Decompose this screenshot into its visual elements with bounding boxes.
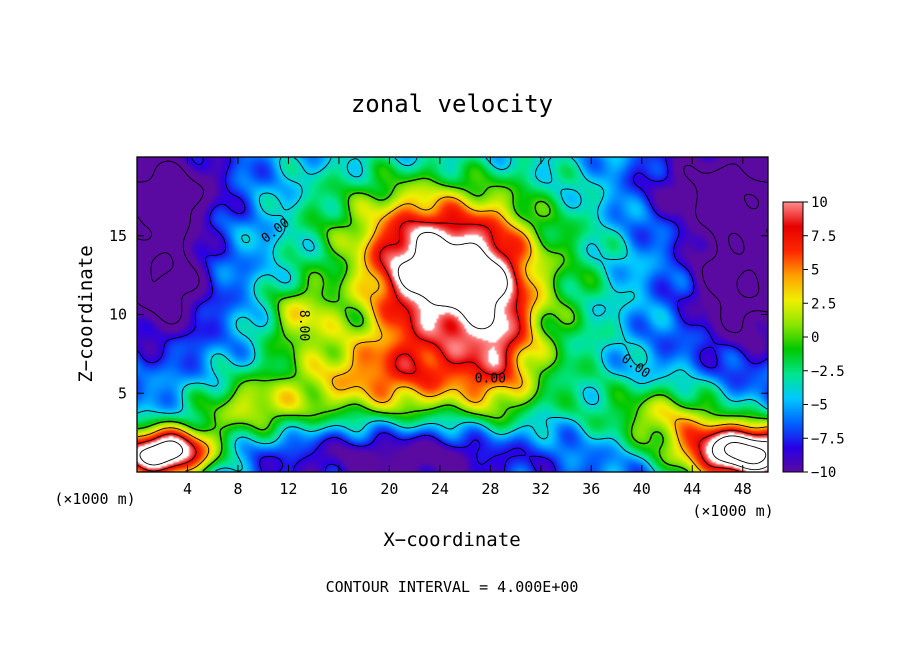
x-unit-label: (×1000 m) xyxy=(692,502,773,520)
colorbar-tick-label-7: −7.5 xyxy=(811,431,845,447)
velocity-field xyxy=(137,157,768,472)
x-tick-label-36: 36 xyxy=(582,480,600,498)
contour-label-2: 8.00 xyxy=(296,310,311,341)
contour-level-4 xyxy=(137,196,768,472)
colorbar-tick-label-6: −5 xyxy=(811,398,828,414)
plot-area: 0.008.000.00 0.00 xyxy=(136,156,769,473)
contour-level-neg4 xyxy=(137,157,768,472)
chart-title: zonal velocity xyxy=(351,90,553,118)
x-tick-label-48: 48 xyxy=(734,480,752,498)
colorbar-tick-label-8: −10 xyxy=(811,465,836,481)
x-tick-label-4: 4 xyxy=(183,480,192,498)
contour-level-neg16 xyxy=(150,193,760,298)
contour-level-neg12 xyxy=(137,160,768,334)
colorbar-tick-label-5: −2.5 xyxy=(811,364,845,380)
contour-label-3: 0.00 xyxy=(475,372,506,387)
contour-level-12 xyxy=(139,231,768,471)
x-tick-label-40: 40 xyxy=(633,480,651,498)
x-tick-label-32: 32 xyxy=(532,480,550,498)
x-tick-label-44: 44 xyxy=(683,480,701,498)
y-tick-label-5: 5 xyxy=(118,384,127,402)
x-tick-label-8: 8 xyxy=(233,480,242,498)
x-axis-label: X−coordinate xyxy=(383,529,520,551)
y-tick-label-15: 15 xyxy=(109,227,127,245)
colorbar: 10 7.5 5 2.5 0 −2.5 −5 −7.5 −10 xyxy=(782,195,845,481)
contour-level-8 xyxy=(137,220,768,472)
colorbar-ticks: 10 7.5 5 2.5 0 −2.5 −5 −7.5 −10 xyxy=(803,195,845,481)
x-tick-label-16: 16 xyxy=(330,480,348,498)
contour-lines xyxy=(137,157,768,472)
contour-level-0 xyxy=(137,177,768,472)
y-axis: 5 10 15 xyxy=(109,227,768,402)
colorbar-gradient xyxy=(783,202,803,472)
y-tick-label-10: 10 xyxy=(109,306,127,324)
contour-level-neg8 xyxy=(137,157,768,472)
x-axis: 4 8 12 16 20 24 28 32 36 40 44 48 xyxy=(183,157,752,498)
colorbar-tick-label-0: 10 xyxy=(811,195,828,211)
x-tick-label-12: 12 xyxy=(279,480,297,498)
contour-interval-note: CONTOUR INTERVAL = 4.000E+00 xyxy=(326,578,579,596)
colorbar-tick-label-2: 5 xyxy=(811,263,819,279)
y-axis-label: Z−coordinate xyxy=(75,245,97,382)
contour-level-16 xyxy=(723,442,767,465)
colorbar-tick-label-1: 7.5 xyxy=(811,229,836,245)
y-unit-label: (×1000 m) xyxy=(54,490,135,508)
colorbar-tick-label-3: 2.5 xyxy=(811,296,836,312)
x-tick-label-20: 20 xyxy=(380,480,398,498)
colorbar-tick-label-4: 0 xyxy=(811,330,819,346)
x-tick-label-24: 24 xyxy=(431,480,449,498)
x-tick-label-28: 28 xyxy=(481,480,499,498)
